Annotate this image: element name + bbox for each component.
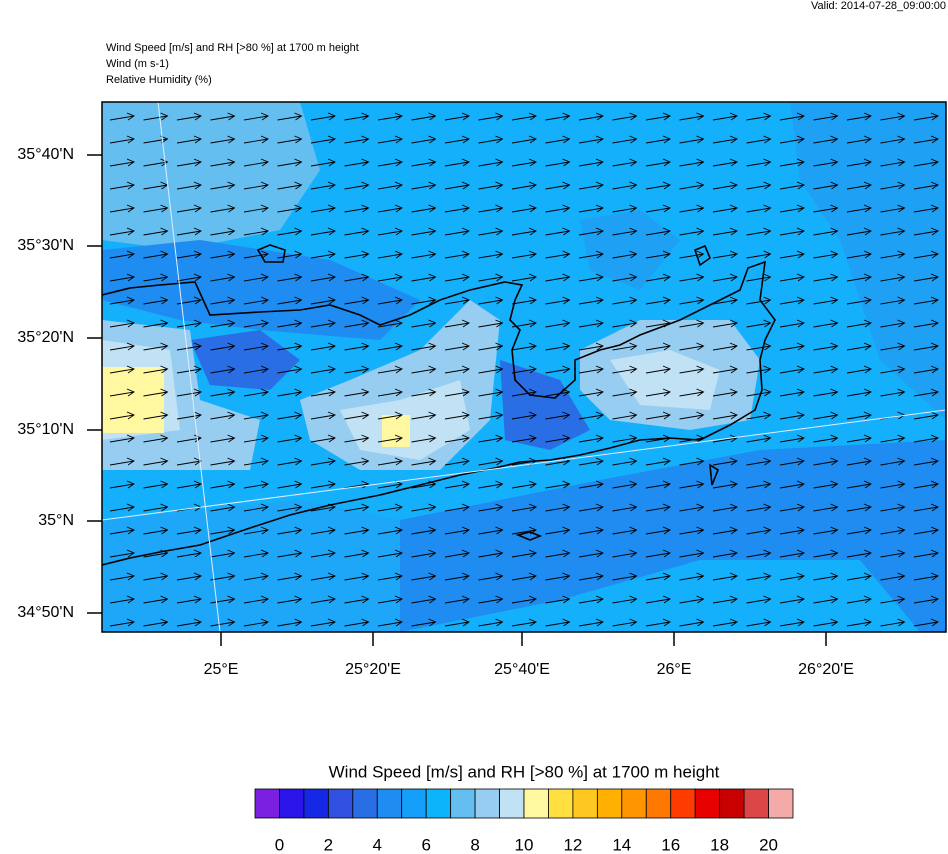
lon-label: 25°40'E: [494, 661, 550, 678]
colorbar-swatch: [401, 788, 427, 819]
lat-label: 35°20'N: [17, 329, 74, 346]
colorbar-swatch: [596, 788, 623, 819]
colorbar-swatch: [279, 788, 305, 819]
colorbar-swatch: [670, 788, 696, 819]
title-line: Wind Speed [m/s] and RH [>80 %] at 1700 …: [106, 42, 359, 54]
lon-label: 26°E: [657, 661, 692, 678]
colorbar-swatch: [719, 788, 745, 819]
colorbar-label: 4: [373, 835, 382, 854]
colorbar-label: 2: [324, 835, 333, 854]
colorbar-label: 14: [612, 835, 631, 854]
lat-label: 35°10'N: [17, 421, 74, 438]
colorbar-swatch: [743, 788, 769, 819]
colorbar-label: 12: [563, 835, 582, 854]
colorbar-swatch: [303, 788, 329, 819]
map-ticks: 35°40'N 35°30'N 35°20'N 35°10'N 35°N 34°50'N 2…: [17, 146, 853, 678]
title-line: Wind (m s-1): [106, 58, 169, 70]
colorbar-swatch: [768, 788, 794, 819]
colorbar-swatch: [474, 788, 500, 819]
map-frame: [101, 101, 947, 633]
colorbar: 0 2 4 6 8 10 12 14 16 18 20: [254, 788, 794, 854]
colorbar-label: 10: [515, 835, 534, 854]
colorbar-label: 18: [710, 835, 729, 854]
colorbar-swatch: [548, 788, 574, 819]
title-line: Relative Humidity (%): [106, 74, 212, 86]
colorbar-label: 16: [661, 835, 680, 854]
coastline: [102, 244, 776, 566]
colorbar-swatch: [523, 788, 549, 819]
colorbar-swatch: [621, 788, 647, 819]
colorbar-swatch: [694, 788, 721, 819]
lat-label: 35°N: [38, 512, 74, 529]
valid-time: Valid: 2014-07-28_09:00:00: [811, 0, 946, 12]
colorbar-swatch: [572, 788, 598, 819]
colorbar-swatch: [450, 788, 476, 819]
colorbar-swatch: [352, 788, 378, 819]
lon-label: 25°20'E: [345, 661, 401, 678]
colorbar-title: Wind Speed [m/s] and RH [>80 %] at 1700 …: [329, 762, 720, 781]
lat-label: 34°50'N: [17, 604, 74, 621]
colorbar-swatch: [254, 788, 280, 819]
lat-label: 35°40'N: [17, 146, 74, 163]
colorbar-label: 20: [759, 835, 778, 854]
wind-arrows: [109, 112, 939, 627]
wind-arrow-field: [109, 112, 939, 627]
colorbar-swatch: [645, 788, 672, 819]
colorbar-label: 0: [275, 835, 284, 854]
lat-label: 35°30'N: [17, 237, 74, 254]
colorbar-swatch: [425, 788, 452, 819]
lon-label: 25°E: [204, 661, 239, 678]
colorbar-label: 6: [421, 835, 430, 854]
colorbar-label: 8: [470, 835, 479, 854]
colorbar-swatch: [376, 788, 403, 819]
lon-label: 26°20'E: [798, 661, 854, 678]
map-field: [102, 102, 946, 632]
colorbar-swatch: [499, 788, 525, 819]
colorbar-swatch: [327, 788, 354, 819]
